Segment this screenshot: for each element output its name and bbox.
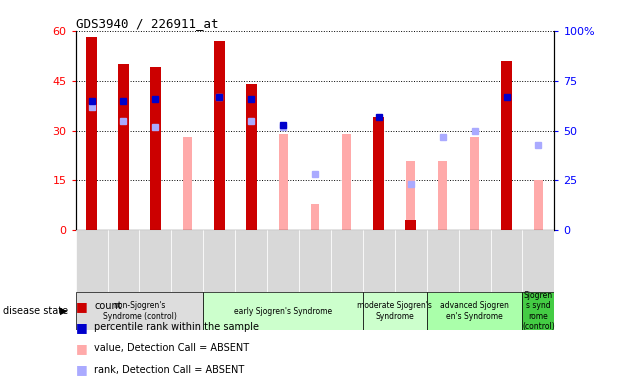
Bar <box>267 230 299 292</box>
Bar <box>534 180 543 230</box>
Bar <box>183 137 192 230</box>
Text: ■: ■ <box>76 363 88 376</box>
Bar <box>86 37 97 230</box>
Text: ■: ■ <box>76 342 88 355</box>
Text: non-Sjogren's
Syndrome (control): non-Sjogren's Syndrome (control) <box>103 301 176 321</box>
Bar <box>395 230 427 292</box>
Text: value, Detection Call = ABSENT: value, Detection Call = ABSENT <box>94 343 249 354</box>
Bar <box>203 230 235 292</box>
Text: early Sjogren's Syndrome: early Sjogren's Syndrome <box>234 306 332 316</box>
Bar <box>331 230 363 292</box>
Bar <box>405 220 416 230</box>
Bar <box>76 230 108 292</box>
Bar <box>87 104 96 230</box>
Bar <box>459 230 491 292</box>
Bar <box>501 61 512 230</box>
Bar <box>363 230 395 292</box>
Bar <box>151 121 160 230</box>
Text: ■: ■ <box>76 321 88 334</box>
Text: count: count <box>94 301 122 311</box>
Text: GDS3940 / 226911_at: GDS3940 / 226911_at <box>76 17 218 30</box>
Bar <box>214 41 225 230</box>
Bar <box>278 134 287 230</box>
Text: moderate Sjogren's
Syndrome: moderate Sjogren's Syndrome <box>357 301 432 321</box>
Bar <box>150 67 161 230</box>
Bar <box>373 117 384 230</box>
Bar <box>427 292 522 330</box>
Bar <box>246 84 257 230</box>
Text: ■: ■ <box>76 300 88 313</box>
Bar <box>343 134 352 230</box>
Bar <box>427 230 459 292</box>
Text: disease state: disease state <box>3 306 68 316</box>
Bar <box>139 230 171 292</box>
Bar <box>235 230 267 292</box>
Text: percentile rank within the sample: percentile rank within the sample <box>94 322 260 333</box>
Text: ▶: ▶ <box>60 306 67 316</box>
Bar <box>299 230 331 292</box>
Bar <box>522 230 554 292</box>
Bar <box>363 292 427 330</box>
Bar <box>118 64 129 230</box>
Bar <box>522 292 554 330</box>
Bar <box>406 161 415 230</box>
Bar <box>108 230 139 292</box>
Bar <box>311 204 319 230</box>
Text: advanced Sjogren
en's Syndrome: advanced Sjogren en's Syndrome <box>440 301 509 321</box>
Bar <box>470 137 479 230</box>
Bar <box>76 292 203 330</box>
Text: rank, Detection Call = ABSENT: rank, Detection Call = ABSENT <box>94 364 244 375</box>
Bar <box>438 161 447 230</box>
Bar <box>203 292 363 330</box>
Bar <box>491 230 522 292</box>
Text: Sjogren
s synd
rome
(control): Sjogren s synd rome (control) <box>522 291 555 331</box>
Bar <box>171 230 203 292</box>
